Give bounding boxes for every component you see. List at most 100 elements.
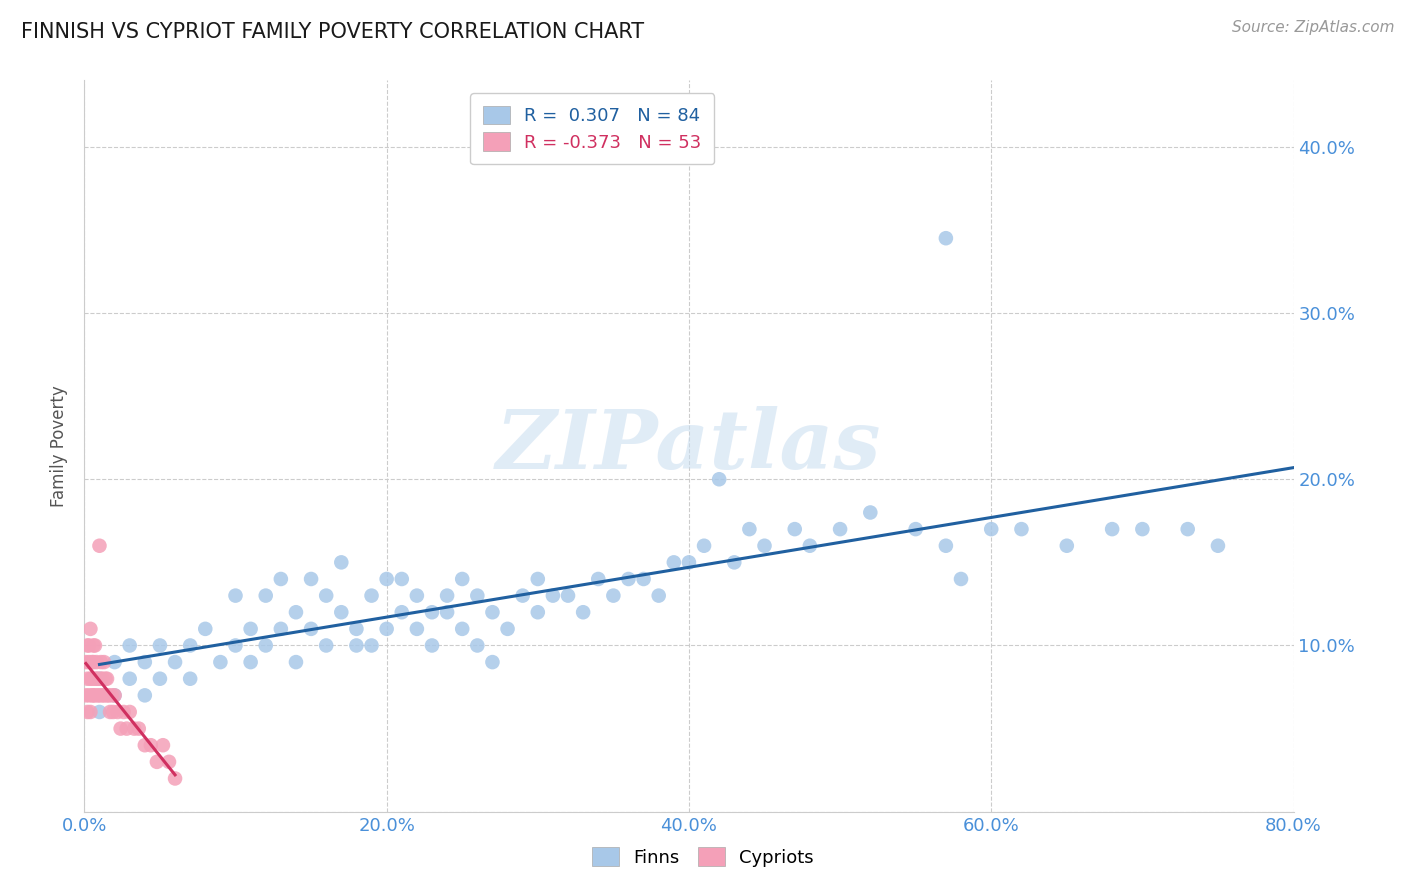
Point [859, 506, 882, 520]
Point [315, 639, 337, 653]
Point [225, 589, 247, 603]
Point [104, 689, 127, 703]
Point [496, 622, 519, 636]
Point [346, 622, 368, 636]
Point [96, 672, 118, 686]
Point [1101, 522, 1123, 536]
Point [118, 672, 141, 686]
Point [451, 572, 474, 586]
Y-axis label: Family Poverty: Family Poverty [51, 385, 69, 507]
Point [467, 639, 489, 653]
Point [830, 522, 852, 536]
Point [194, 622, 217, 636]
Point [89, 672, 111, 686]
Point [420, 605, 443, 619]
Point [179, 672, 201, 686]
Point [96, 689, 118, 703]
Point [98, 705, 121, 719]
Point [84, 689, 107, 703]
Point [91, 689, 114, 703]
Point [84, 672, 107, 686]
Point [299, 572, 322, 586]
Point [375, 622, 398, 636]
Point [572, 605, 595, 619]
Point [360, 639, 382, 653]
Point [391, 605, 413, 619]
Point [152, 738, 174, 752]
Text: Source: ZipAtlas.com: Source: ZipAtlas.com [1232, 20, 1395, 35]
Point [1011, 522, 1033, 536]
Point [134, 689, 156, 703]
Point [77, 655, 100, 669]
Point [87, 672, 110, 686]
Point [451, 622, 474, 636]
Point [557, 589, 579, 603]
Point [91, 672, 114, 686]
Point [541, 589, 564, 603]
Legend: Finns, Cypriots: Finns, Cypriots [585, 840, 821, 874]
Point [134, 738, 156, 752]
Point [633, 572, 655, 586]
Point [299, 622, 322, 636]
Point [285, 655, 308, 669]
Point [709, 472, 731, 486]
Point [149, 672, 172, 686]
Point [165, 655, 187, 669]
Point [100, 689, 122, 703]
Point [89, 539, 111, 553]
Point [270, 572, 292, 586]
Point [87, 689, 110, 703]
Point [115, 722, 138, 736]
Point [467, 589, 489, 603]
Point [527, 572, 550, 586]
Point [904, 522, 927, 536]
Point [391, 572, 413, 586]
Point [360, 589, 382, 603]
Point [935, 539, 957, 553]
Point [617, 572, 640, 586]
Point [76, 639, 98, 653]
Point [93, 655, 115, 669]
Point [90, 655, 112, 669]
Point [588, 572, 610, 586]
Point [118, 705, 141, 719]
Point [107, 705, 129, 719]
Point [80, 689, 103, 703]
Point [149, 639, 172, 653]
Point [602, 589, 624, 603]
Point [82, 655, 104, 669]
Point [80, 655, 103, 669]
Point [80, 672, 103, 686]
Point [79, 622, 101, 636]
Point [89, 705, 111, 719]
Point [75, 689, 97, 703]
Point [86, 672, 108, 686]
Point [738, 522, 761, 536]
Point [436, 589, 458, 603]
Point [330, 555, 353, 569]
Point [79, 705, 101, 719]
Legend: R =  0.307   N = 84, R = -0.373   N = 53: R = 0.307 N = 84, R = -0.373 N = 53 [470, 93, 714, 164]
Point [754, 539, 776, 553]
Point [375, 572, 398, 586]
Point [112, 705, 135, 719]
Point [481, 605, 503, 619]
Point [134, 655, 156, 669]
Point [254, 589, 277, 603]
Point [527, 605, 550, 619]
Point [512, 589, 534, 603]
Point [254, 639, 277, 653]
Text: FINNISH VS CYPRIOT FAMILY POVERTY CORRELATION CHART: FINNISH VS CYPRIOT FAMILY POVERTY CORREL… [21, 22, 644, 42]
Point [723, 555, 745, 569]
Point [110, 722, 132, 736]
Point [285, 605, 308, 619]
Point [783, 522, 806, 536]
Point [82, 639, 104, 653]
Point [1056, 539, 1078, 553]
Point [406, 622, 429, 636]
Point [935, 231, 957, 245]
Point [436, 605, 458, 619]
Point [1206, 539, 1229, 553]
Point [420, 639, 443, 653]
Point [678, 555, 700, 569]
